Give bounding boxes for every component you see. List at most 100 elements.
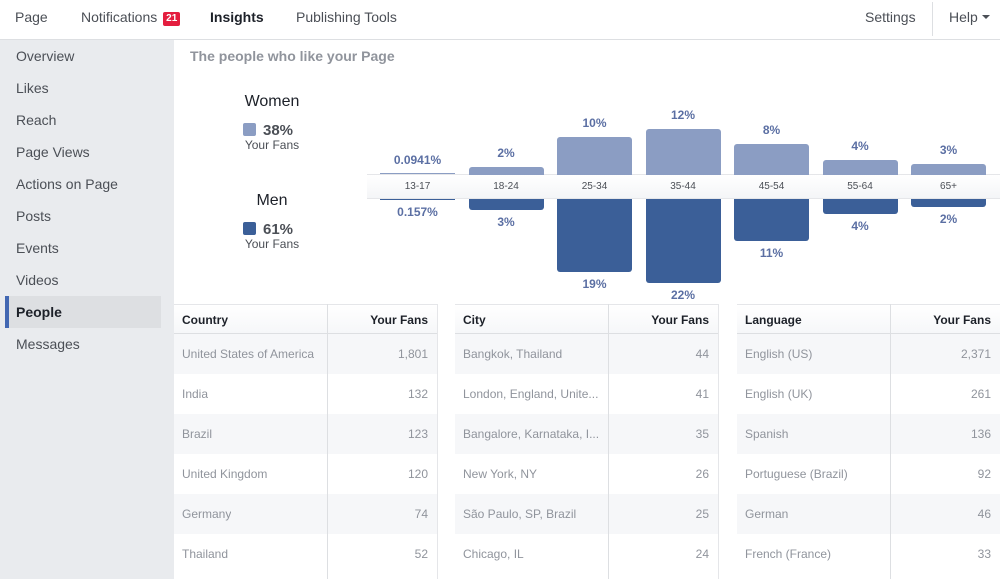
nav-help[interactable]: Help (949, 9, 990, 25)
sidebar-item-reach[interactable]: Reach (16, 112, 57, 128)
table-row: Bangkok, Thailand 44 (455, 334, 718, 374)
men-bar[interactable] (557, 199, 632, 272)
table-row: Bangalore, Karnataka, I... 35 (455, 414, 718, 454)
country-table: Country Your Fans United States of Ameri… (174, 304, 437, 579)
nav-notifications-label: Notifications (81, 9, 158, 25)
women-swatch-icon (243, 123, 256, 136)
women-bar-label: 8% (762, 123, 781, 138)
men-bar[interactable] (380, 199, 455, 200)
row-fans-value: 2,371 (960, 347, 991, 361)
table-row: Spanish 136 (737, 414, 1000, 454)
city-table-header: City Your Fans (455, 304, 718, 334)
age-tick-label: 13-17 (404, 181, 431, 192)
row-fans-value: 261 (970, 387, 991, 401)
women-bar[interactable] (822, 159, 898, 175)
table-row: German 46 (737, 494, 1000, 534)
men-bar-label: 22% (670, 288, 696, 303)
women-bar[interactable] (380, 173, 455, 174)
women-bar-label: 3% (939, 142, 958, 157)
nav-notifications[interactable]: Notifications 21 (81, 9, 181, 26)
row-name: Bangkok, Thailand (463, 347, 563, 361)
men-bar-label: 11% (759, 246, 784, 261)
sidebar-item-likes[interactable]: Likes (16, 80, 49, 96)
city-header-fans: Your Fans (651, 313, 709, 327)
sidebar-item-people[interactable]: People (5, 296, 161, 328)
table-row: English (UK) 261 (737, 374, 1000, 414)
nav-insights[interactable]: Insights (210, 9, 264, 25)
caret-down-icon (981, 15, 990, 19)
nav-settings[interactable]: Settings (865, 9, 916, 25)
legend-men-title: Men (256, 192, 288, 209)
language-header-name: Language (745, 313, 802, 327)
country-header-fans: Your Fans (370, 313, 428, 327)
men-bar[interactable] (911, 199, 986, 207)
table-row: India 132 (174, 374, 437, 414)
row-fans-value: 35 (695, 427, 709, 441)
table-row: Brazil 123 (174, 414, 437, 454)
row-fans-value: 74 (414, 507, 428, 521)
sidebar-item-posts[interactable]: Posts (16, 208, 52, 224)
sidebar-item-events[interactable]: Events (16, 240, 59, 256)
row-name: German (745, 507, 789, 521)
city-table: City Your Fans Bangkok, Thailand 44 London… (455, 304, 718, 579)
men-bar[interactable] (734, 199, 809, 242)
men-bar-label: 4% (851, 219, 869, 234)
men-bar-label: 0.157% (397, 205, 438, 219)
men-bar-label: 2% (939, 211, 958, 226)
row-fans-value: 92 (977, 467, 991, 481)
row-name: United Kingdom (182, 467, 268, 481)
sidebar-item-videos[interactable]: Videos (16, 272, 59, 288)
table-divider (437, 304, 438, 579)
city-header-name: City (463, 313, 486, 327)
language-table-header: Language Your Fans (737, 304, 1000, 334)
women-bar[interactable] (645, 129, 721, 175)
women-bar[interactable] (734, 144, 809, 175)
country-header-name: Country (182, 313, 228, 327)
women-bar[interactable] (557, 136, 632, 175)
table-divider (718, 304, 719, 579)
row-fans-value: 25 (695, 507, 709, 521)
sidebar: Overview Likes Reach Page Views Actions … (0, 40, 174, 579)
row-name: New York, NY (463, 467, 538, 481)
sidebar-item-overview[interactable]: Overview (16, 48, 75, 64)
table-row: Portuguese (Brazil) 92 (737, 454, 1000, 494)
table-row: New York, NY 26 (455, 454, 718, 494)
nav-publishing-tools[interactable]: Publishing Tools (296, 9, 397, 25)
row-name: French (France) (745, 547, 832, 561)
age-tick-label: 25-34 (581, 181, 608, 192)
men-bar[interactable] (468, 199, 544, 211)
row-name: Chicago, IL (463, 547, 524, 561)
column-divider (608, 304, 609, 579)
language-header-fans: Your Fans (933, 313, 991, 327)
main-content: The people who like your Page Women 38% … (174, 40, 1000, 579)
row-name: Portuguese (Brazil) (745, 467, 848, 481)
row-name: English (US) (745, 347, 813, 361)
men-bar[interactable] (822, 199, 898, 215)
women-bar[interactable] (468, 167, 544, 175)
age-tick-label: 55-64 (847, 181, 873, 192)
men-bar[interactable] (645, 199, 721, 284)
row-fans-value: 26 (695, 467, 709, 481)
nav-page[interactable]: Page (15, 9, 48, 25)
sidebar-item-page-views[interactable]: Page Views (16, 144, 90, 160)
age-tick-label: 45-54 (758, 181, 785, 192)
column-divider (890, 304, 891, 579)
sidebar-item-actions-on-page[interactable]: Actions on Page (16, 176, 118, 192)
row-fans-value: 44 (695, 347, 709, 361)
legend-men: Men 61% Your Fans (232, 192, 312, 251)
row-fans-value: 24 (695, 547, 709, 561)
top-navigation: Page Notifications 21 Insights Publishin… (0, 0, 1000, 40)
age-tick-label: 65+ (940, 181, 957, 192)
row-fans-value: 46 (977, 507, 991, 521)
row-name: Thailand (182, 547, 229, 561)
sidebar-item-messages[interactable]: Messages (16, 336, 80, 352)
row-fans-value: 123 (407, 427, 428, 441)
row-fans-value: 52 (414, 547, 428, 561)
nav-divider (932, 2, 933, 36)
women-bar-label: 0.0941% (393, 153, 442, 167)
row-fans-value: 1,801 (397, 347, 428, 361)
women-bar[interactable] (911, 163, 986, 175)
table-row: English (US) 2,371 (737, 334, 1000, 374)
nav-help-label: Help (949, 9, 978, 25)
table-row: United States of America 1,801 (174, 334, 437, 374)
